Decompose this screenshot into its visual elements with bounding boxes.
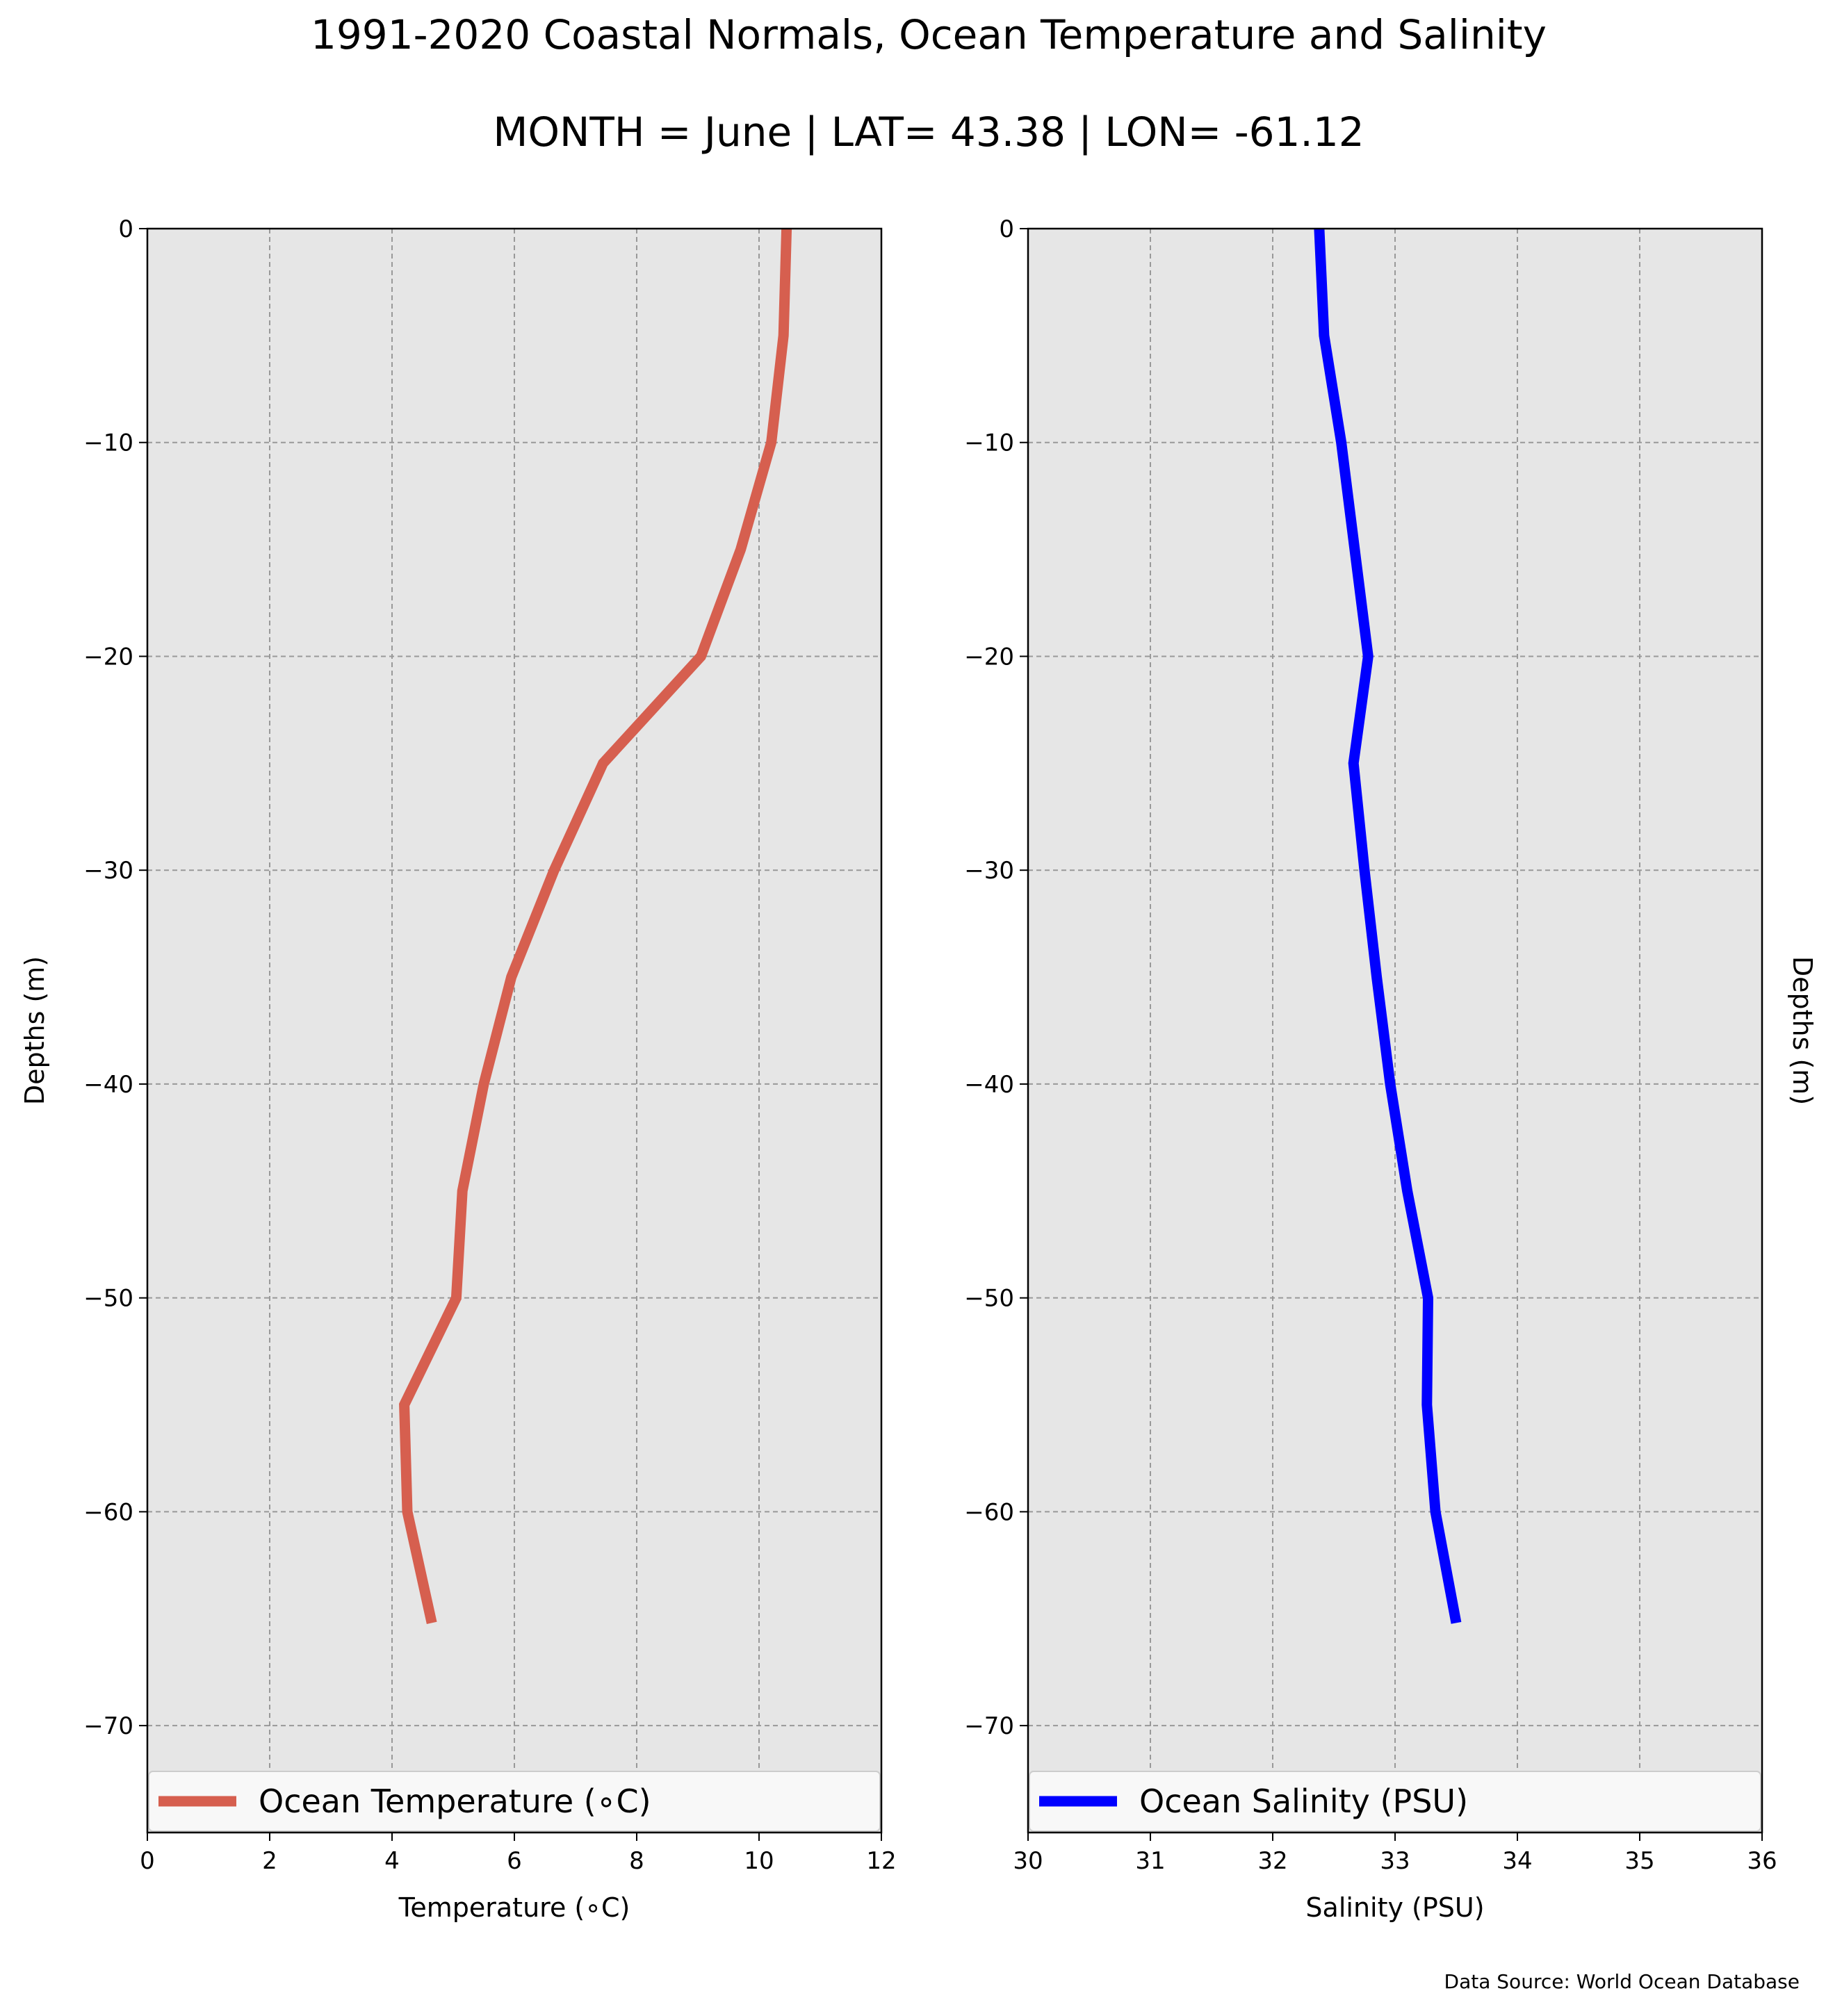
y-tick-label: −40 bbox=[83, 1071, 133, 1099]
series-line bbox=[1314, 228, 1462, 1624]
y-tick-label: −20 bbox=[83, 643, 133, 671]
x-tick-label: 31 bbox=[1135, 1847, 1165, 1875]
y-tick-label: −40 bbox=[964, 1071, 1014, 1099]
y-tick-label: 0 bbox=[999, 215, 1014, 243]
y-tick-label: −70 bbox=[83, 1712, 133, 1740]
y-tick-label: −60 bbox=[83, 1498, 133, 1526]
x-axis-label: Temperature (∘C) bbox=[398, 1892, 630, 1923]
x-axis-label: Salinity (PSU) bbox=[1305, 1892, 1484, 1923]
x-tick-label: 10 bbox=[744, 1847, 774, 1875]
x-tick-label: 12 bbox=[866, 1847, 896, 1875]
x-tick-label: 30 bbox=[1013, 1847, 1043, 1875]
x-tick-label: 35 bbox=[1624, 1847, 1654, 1875]
x-tick-label: 2 bbox=[262, 1847, 277, 1875]
y-tick-label: −10 bbox=[964, 429, 1014, 457]
y-tick-label: −10 bbox=[83, 429, 133, 457]
y-axis-label: Depths (m) bbox=[1787, 956, 1818, 1105]
salinity-panel: Ocean Salinity (PSU) 30 31 32 33 34 35 36 0 −10 −2… bbox=[964, 215, 1818, 1923]
figure-subtitle: MONTH = June | LAT= 43.38 | LON= -61.12 bbox=[493, 108, 1364, 156]
temperature-panel: Ocean Temperature (∘C) 0 2 4 6 8 10 12 0 −10 −20 −3… bbox=[19, 215, 897, 1923]
legend: Ocean Salinity (PSU) bbox=[1029, 1771, 1761, 1832]
x-tick-label: 34 bbox=[1502, 1847, 1532, 1875]
figure-title: 1991-2020 Coastal Normals, Ocean Tempera… bbox=[311, 11, 1547, 58]
y-tick-label: −50 bbox=[83, 1285, 133, 1313]
x-tick-label: 4 bbox=[384, 1847, 400, 1875]
x-tick-label: 0 bbox=[140, 1847, 155, 1875]
x-tick-label: 8 bbox=[629, 1847, 644, 1875]
y-tick-label: −60 bbox=[964, 1498, 1014, 1526]
x-tick-label: 36 bbox=[1747, 1847, 1777, 1875]
y-tick-label: −70 bbox=[964, 1712, 1014, 1740]
legend-label: Ocean Temperature (∘C) bbox=[259, 1783, 651, 1820]
y-tick-label: −30 bbox=[83, 857, 133, 885]
y-tick-label: 0 bbox=[118, 215, 133, 243]
x-tick-label: 32 bbox=[1257, 1847, 1287, 1875]
x-tick-label: 33 bbox=[1380, 1847, 1410, 1875]
legend-box bbox=[148, 1771, 881, 1832]
y-tick-label: −50 bbox=[964, 1285, 1014, 1313]
legend-label: Ocean Salinity (PSU) bbox=[1139, 1783, 1468, 1820]
data-source-note: Data Source: World Ocean Database bbox=[1444, 1970, 1800, 1993]
y-tick-label: −30 bbox=[964, 857, 1014, 885]
y-axis-label: Depths (m) bbox=[19, 956, 50, 1105]
legend-box bbox=[1029, 1771, 1761, 1832]
legend: Ocean Temperature (∘C) bbox=[148, 1771, 881, 1832]
x-tick-label: 6 bbox=[507, 1847, 522, 1875]
series-line bbox=[399, 228, 792, 1625]
y-tick-label: −20 bbox=[964, 643, 1014, 671]
